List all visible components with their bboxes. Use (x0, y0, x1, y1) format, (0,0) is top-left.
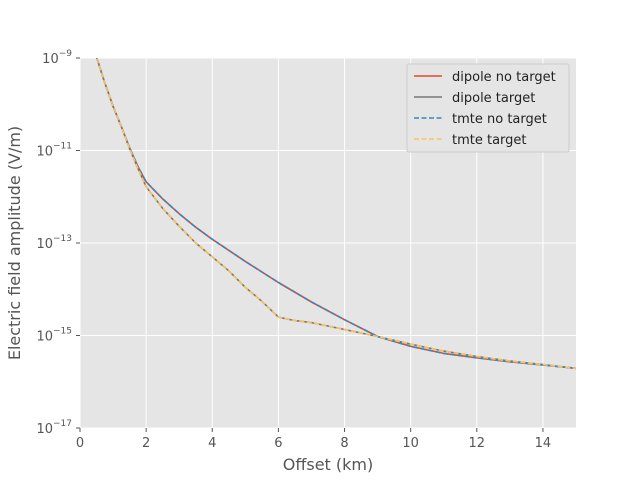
y-tick-exponent: −9 (59, 49, 73, 59)
y-tick-exponent: −15 (53, 327, 72, 337)
y-tick-label: 10−17 (36, 419, 72, 437)
y-tick-label: 10−15 (36, 327, 72, 345)
y-tick-base: 10 (36, 330, 53, 345)
x-tick-label: 10 (402, 436, 419, 451)
x-tick-label: 8 (340, 436, 348, 451)
series-line-3 (95, 58, 576, 370)
y-tick-exponent: −17 (53, 419, 72, 429)
legend-label: dipole target (452, 91, 535, 106)
y-tick-label: 10−11 (36, 142, 72, 160)
y-tick-base: 10 (36, 145, 53, 160)
y-tick-base: 10 (36, 237, 53, 252)
y-tick-base: 10 (36, 422, 53, 437)
y-tick-exponent: −11 (53, 142, 72, 152)
legend-label: tmte target (452, 133, 527, 148)
x-tick-label: 4 (208, 436, 216, 451)
legend-label: tmte no target (452, 112, 547, 127)
legend-label: dipole no target (452, 70, 556, 85)
y-tick-exponent: −13 (53, 234, 72, 244)
x-tick-label: 0 (76, 436, 84, 451)
y-tick-base: 10 (42, 52, 59, 67)
x-axis-title: Offset (km) (283, 455, 374, 474)
x-tick-label: 2 (142, 436, 150, 451)
series-line-2 (95, 58, 576, 370)
y-tick-label: 10−13 (36, 234, 72, 252)
legend-frame (406, 63, 570, 153)
x-tick-label: 14 (535, 436, 552, 451)
legend: dipole no target dipole target tmte no tar… (406, 63, 570, 153)
y-tick-label: 10−9 (42, 49, 72, 67)
x-tick-label: 6 (274, 436, 282, 451)
x-tick-label: 12 (469, 436, 486, 451)
y-axis-title: Electric field amplitude (V/m) (5, 126, 24, 360)
series-lines (95, 58, 576, 370)
